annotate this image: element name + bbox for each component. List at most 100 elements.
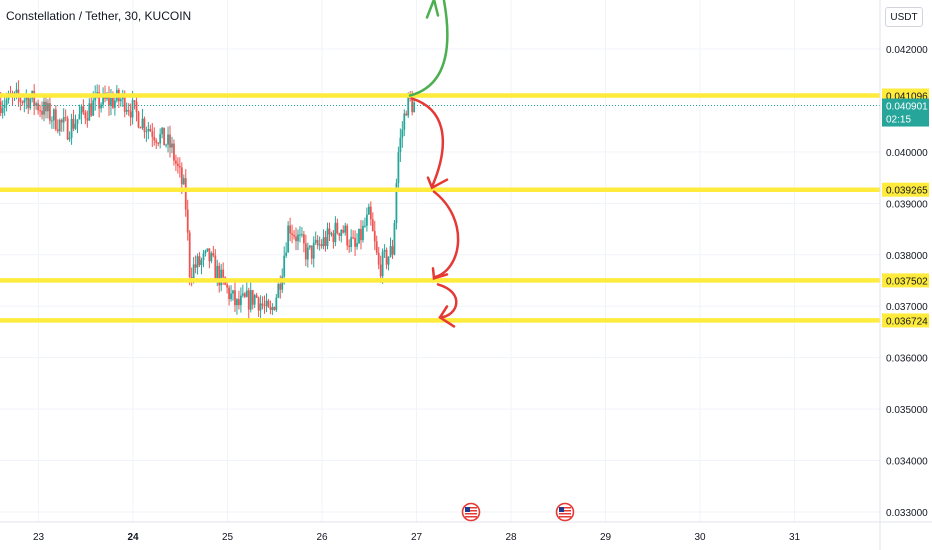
candle-body: [334, 222, 337, 243]
candle-body: [133, 100, 136, 102]
candle-body: [50, 120, 53, 122]
candle-body: [373, 231, 376, 242]
candle-body: [295, 236, 297, 242]
candle-body: [391, 246, 394, 255]
candle-body: [332, 233, 335, 243]
candle-body: [403, 113, 406, 130]
candle-body: [190, 276, 193, 279]
candle-body: [243, 293, 246, 297]
candle-body: [356, 243, 358, 247]
candle-body: [127, 109, 130, 112]
candle-body: [257, 297, 260, 311]
x-tick-label: 31: [789, 532, 801, 543]
us-flag-icon: [461, 502, 481, 522]
red-arrow-2: [432, 190, 460, 279]
candle-body: [367, 206, 370, 215]
candle-body: [304, 243, 307, 260]
candle-body: [208, 248, 211, 262]
candle-body: [279, 284, 282, 290]
candle-body: [96, 92, 99, 95]
candle-body: [180, 167, 183, 185]
candle-body: [165, 144, 167, 146]
candle-body: [220, 269, 223, 286]
candle-body: [397, 152, 400, 184]
candle-body: [301, 234, 303, 236]
candle-body: [74, 123, 77, 129]
candle-body: [405, 113, 408, 116]
candle-body: [49, 103, 51, 121]
candle-body: [255, 295, 258, 298]
candle-body: [214, 255, 217, 279]
candle-body: [1, 107, 4, 114]
candle-body: [194, 264, 197, 268]
candle-body: [139, 127, 142, 129]
candle-body: [206, 248, 209, 251]
candle-body: [137, 112, 140, 128]
candle-body: [70, 118, 73, 138]
red-arrow-1-head: [426, 176, 449, 190]
candle-body: [218, 265, 221, 286]
candle-body: [129, 111, 132, 118]
candle-body: [291, 233, 293, 235]
candle-body: [62, 117, 65, 123]
candle-body: [169, 134, 171, 148]
candle-body: [226, 284, 229, 288]
candle-body: [277, 284, 280, 298]
flag-stripe: [465, 507, 477, 509]
candle-body: [135, 101, 138, 113]
candle-body: [182, 178, 185, 185]
candle-body: [371, 219, 374, 232]
candle-body: [247, 290, 250, 310]
candle-body: [159, 134, 162, 144]
candle-body: [413, 102, 416, 113]
candle-body: [369, 206, 372, 220]
candle-body: [387, 256, 390, 265]
candle-body: [328, 228, 331, 235]
x-tick-label: 26: [316, 532, 328, 543]
level-tag: [882, 182, 929, 197]
candle-body: [86, 118, 89, 121]
candle-body: [110, 97, 112, 106]
candle-body: [176, 163, 179, 167]
candle-body: [326, 228, 329, 246]
candle-body: [324, 237, 327, 246]
candle-body: [281, 276, 284, 290]
candle-body: [173, 143, 175, 161]
candle-body: [222, 269, 225, 278]
candle-body: [216, 265, 219, 279]
horizontal-levels: [0, 93, 880, 323]
candle-body: [342, 230, 345, 233]
candle-body: [273, 307, 276, 310]
chart-title: Constellation / Tether, 30, KUCOIN: [6, 9, 192, 23]
candle-body: [119, 99, 122, 102]
x-tick-label: 29: [600, 532, 612, 543]
y-tick-label: 0.040000: [886, 148, 928, 159]
candle-body: [102, 93, 104, 105]
candle-body: [175, 160, 177, 164]
candle-body: [302, 234, 305, 244]
candle-body: [212, 253, 215, 256]
candle-body: [88, 103, 91, 121]
candle-body: [358, 228, 360, 244]
candle-body: [354, 237, 356, 247]
currency-button[interactable]: USDT: [885, 7, 923, 27]
candle-body: [204, 250, 207, 254]
y-tick-label: 0.034000: [886, 457, 928, 468]
candle-body: [171, 143, 173, 148]
candle-body: [202, 253, 205, 261]
level-tag-label: 0.037502: [886, 276, 928, 287]
candle-body: [265, 300, 268, 306]
x-tick-label: 25: [222, 532, 234, 543]
candle-body: [39, 110, 41, 112]
level-tag: [882, 273, 929, 288]
candle-body: [100, 104, 103, 109]
candle-body: [68, 137, 71, 140]
flag-stripe: [559, 513, 571, 515]
candle-body: [261, 303, 264, 306]
candle-body: [153, 136, 156, 141]
candle-body: [163, 127, 166, 146]
candle-body: [379, 264, 382, 277]
candle-body: [0, 101, 2, 114]
candle-body: [399, 137, 402, 153]
